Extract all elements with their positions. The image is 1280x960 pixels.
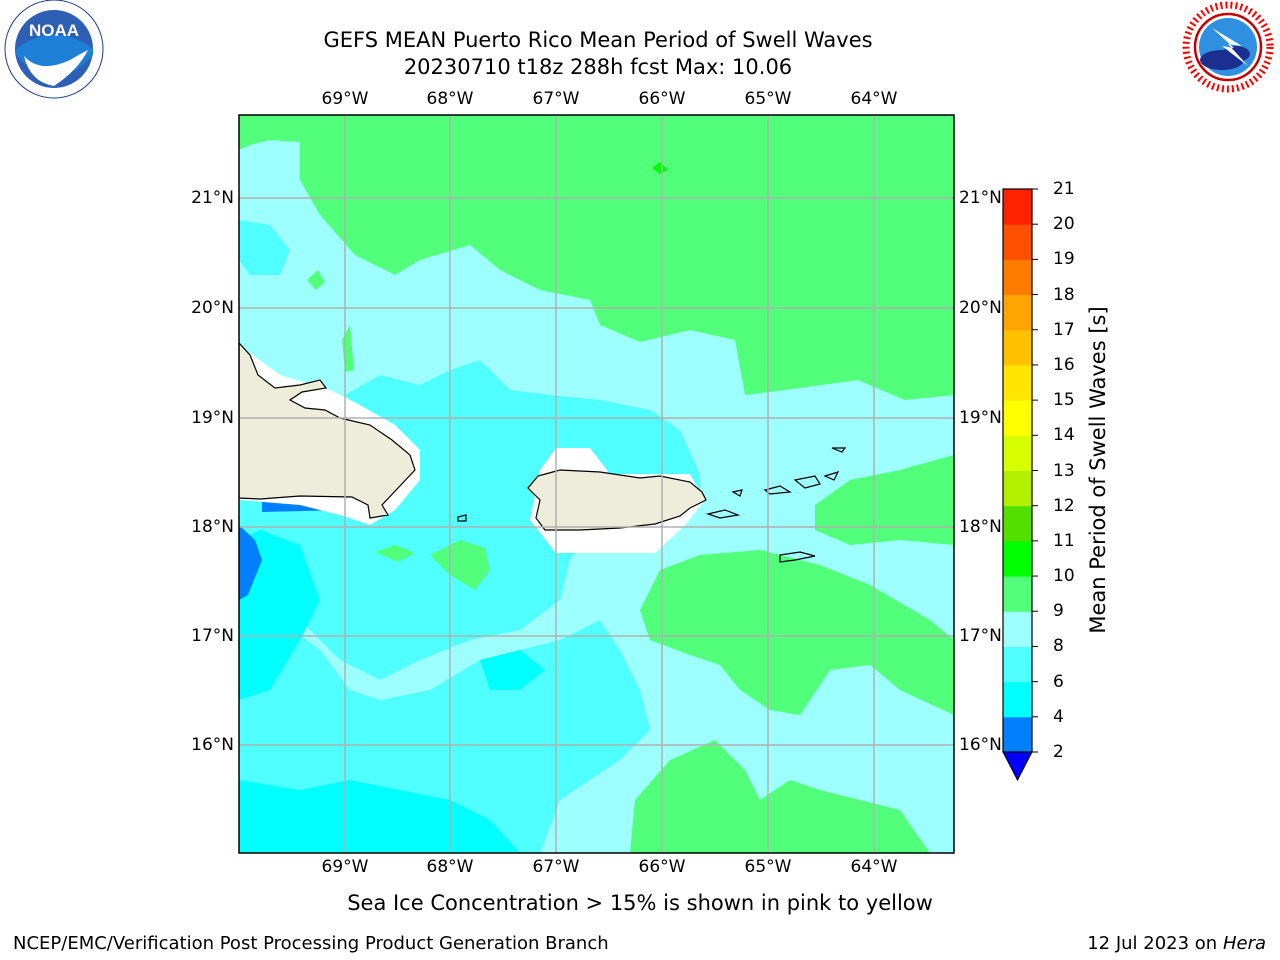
swell-period-map xyxy=(239,115,954,853)
map-subtitle: 20230710 t18z 288h fcst Max: 10.06 xyxy=(403,55,793,79)
colorbar-extend-arrow xyxy=(1002,751,1033,782)
colorbar-tick-label: 19 xyxy=(1053,249,1075,270)
lat-tick-left: 18°N xyxy=(191,517,234,537)
colorbar-tick-label: 4 xyxy=(1053,706,1064,727)
colorbar-tick-label: 9 xyxy=(1053,601,1064,622)
lat-tick-right: 19°N xyxy=(959,408,1002,428)
colorbar-block xyxy=(1003,400,1032,436)
lat-tick-left: 20°N xyxy=(191,298,234,318)
colorbar-tick-label: 10 xyxy=(1053,566,1075,587)
colorbar-tick-label: 21 xyxy=(1053,179,1075,199)
colorbar-block xyxy=(1003,470,1032,507)
colorbar-tick-label: 11 xyxy=(1053,530,1075,551)
lat-tick-right: 16°N xyxy=(959,735,1002,755)
lon-tick-top: 68°W xyxy=(426,89,474,109)
colorbar-block xyxy=(1003,505,1032,542)
colorbar-tick-label: 20 xyxy=(1053,214,1075,235)
colorbar-tick-label: 18 xyxy=(1053,284,1075,305)
lon-tick-bottom: 65°W xyxy=(744,857,792,877)
lon-tick-top: 65°W xyxy=(744,89,792,109)
lat-tick-right: 17°N xyxy=(959,626,1002,646)
lat-tick-left: 19°N xyxy=(191,408,234,428)
colorbar-block xyxy=(1003,259,1032,296)
map-frame xyxy=(238,114,955,854)
lat-tick-right: 20°N xyxy=(959,298,1002,318)
lat-tick-left: 17°N xyxy=(191,626,234,646)
colorbar-block xyxy=(1003,611,1032,647)
colorbar-block xyxy=(1003,681,1032,718)
noaa-logo-text: NOAA xyxy=(29,21,79,40)
colorbar-block xyxy=(1003,189,1032,225)
colorbar-tick-label: 8 xyxy=(1053,636,1064,657)
colorbar-block xyxy=(1003,329,1032,366)
colorbar-tick-label: 15 xyxy=(1053,390,1075,411)
noaa-logo: NOAA xyxy=(4,0,104,99)
footer-date-text: 12 Jul 2023 on xyxy=(1087,933,1223,954)
colorbar-tick-label: 16 xyxy=(1053,354,1075,375)
colorbar-block xyxy=(1003,646,1032,683)
lat-tick-right: 18°N xyxy=(959,517,1002,537)
footer-date: 12 Jul 2023 on Hera xyxy=(1087,933,1266,954)
lat-tick-left: 21°N xyxy=(191,188,234,208)
lon-tick-bottom: 67°W xyxy=(532,857,580,877)
colorbar-block xyxy=(1003,224,1032,260)
lon-tick-bottom: 64°W xyxy=(850,857,898,877)
map-title: GEFS MEAN Puerto Rico Mean Period of Swe… xyxy=(323,28,873,52)
colorbar-tick-label: 12 xyxy=(1053,495,1075,516)
colorbar-block xyxy=(1003,576,1032,612)
sea-ice-caption: Sea Ice Concentration > 15% is shown in … xyxy=(347,891,933,915)
colorbar-block xyxy=(1003,716,1032,753)
colorbar-tick-label: 6 xyxy=(1053,671,1064,692)
colorbar-tick-label: 13 xyxy=(1053,460,1075,481)
colorbar-block xyxy=(1003,294,1032,331)
colorbar-tick-label: 17 xyxy=(1053,319,1075,340)
lon-tick-bottom: 66°W xyxy=(638,857,686,877)
lat-tick-right: 21°N xyxy=(959,188,1002,208)
lon-tick-top: 67°W xyxy=(532,89,580,109)
nws-logo xyxy=(1182,1,1274,93)
lat-tick-left: 16°N xyxy=(191,735,234,755)
lon-tick-bottom: 68°W xyxy=(426,857,474,877)
lon-tick-top: 69°W xyxy=(321,89,369,109)
footer-machine: Hera xyxy=(1222,933,1266,954)
colorbar-tick-label: 14 xyxy=(1053,425,1075,446)
footer-credit: NCEP/EMC/Verification Post Processing Pr… xyxy=(13,933,609,954)
lon-tick-top: 66°W xyxy=(638,89,686,109)
lon-tick-top: 64°W xyxy=(850,89,898,109)
colorbar-label: Mean Period of Swell Waves [s] xyxy=(1086,306,1110,634)
colorbar-tick-label: 2 xyxy=(1053,742,1064,762)
colorbar xyxy=(1002,188,1038,782)
colorbar-block xyxy=(1003,435,1032,471)
colorbar-block xyxy=(1003,364,1032,401)
colorbar-block xyxy=(1003,540,1032,577)
lon-tick-bottom: 69°W xyxy=(321,857,369,877)
